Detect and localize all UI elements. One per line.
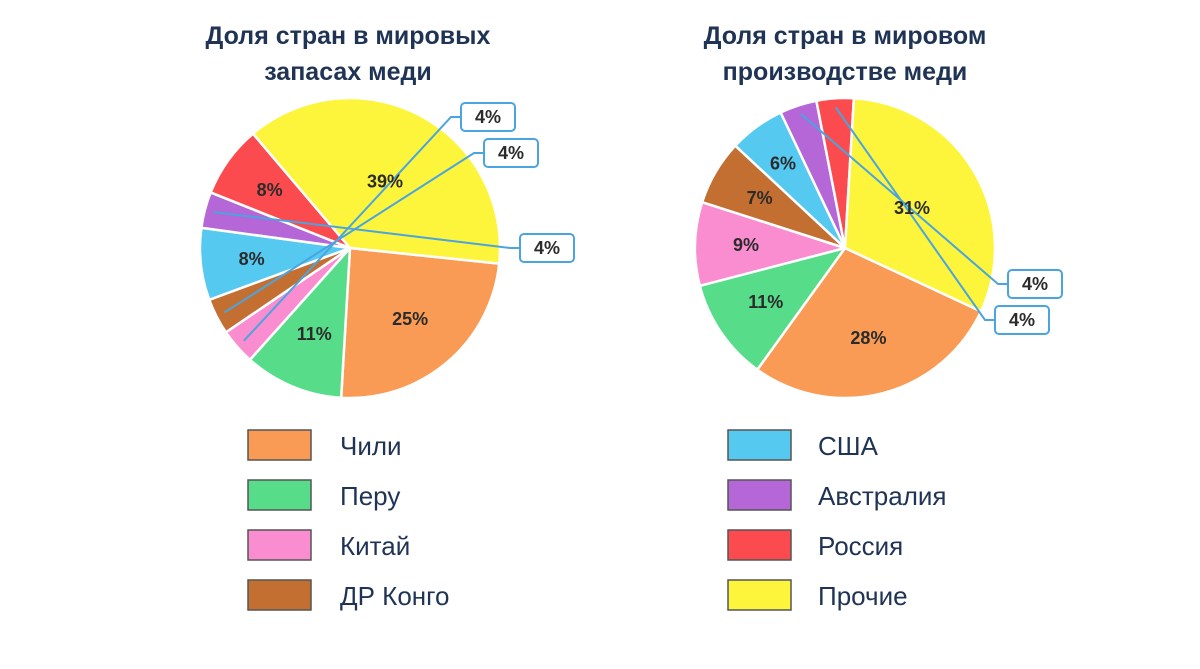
legend-swatch-china bbox=[247, 529, 312, 561]
production-label-other: 31% bbox=[894, 198, 930, 218]
production-slice-china bbox=[693, 200, 850, 288]
reserves-callout-line-australia bbox=[213, 211, 520, 249]
reserves-slice-chile bbox=[339, 246, 501, 400]
reserves-label-chile: 25% bbox=[392, 309, 428, 329]
reserves-slice-other bbox=[251, 96, 502, 266]
legend-label-chile: Чили bbox=[340, 431, 402, 461]
reserves-label-russia: 8% bbox=[257, 180, 283, 200]
production-callout-line-australia bbox=[800, 113, 1008, 285]
legend-label-other: Прочие bbox=[818, 581, 908, 611]
reserves-label-peru: 11% bbox=[297, 324, 332, 344]
production-pie-chart: Доля стран в мировом производстве меди 4… bbox=[693, 22, 1063, 400]
reserves-slice-peru bbox=[248, 244, 352, 400]
legend-swatch-chile bbox=[247, 429, 312, 461]
reserves-label-usa: 8% bbox=[239, 249, 265, 269]
production-slice-labels: 28% 11% 9% 7% 6% 31% bbox=[733, 153, 930, 348]
production-label-peru: 11% bbox=[748, 292, 783, 312]
legend-item-peru: Перу bbox=[247, 479, 400, 511]
legend-swatch-russia bbox=[727, 529, 792, 561]
legend-swatch-australia bbox=[727, 479, 792, 511]
legend-item-russia: Россия bbox=[727, 529, 903, 561]
legend-item-chile: Чили bbox=[247, 429, 402, 461]
legend-swatch-usa bbox=[727, 429, 792, 461]
reserves-callout-box-dr-congo bbox=[483, 138, 539, 168]
legend-item-other: Прочие bbox=[727, 579, 908, 611]
reserves-label-australia: 4% bbox=[534, 238, 560, 258]
production-label-usa: 6% bbox=[770, 153, 796, 173]
production-label-australia: 4% bbox=[1022, 274, 1048, 294]
legend: Чили Перу Китай ДР Конго США Австралия Р… bbox=[247, 429, 946, 611]
reserves-label-other: 39% bbox=[367, 172, 403, 192]
legend-label-dr-congo: ДР Конго bbox=[340, 581, 450, 611]
legend-swatch-dr-congo bbox=[247, 579, 312, 611]
legend-label-peru: Перу bbox=[340, 481, 400, 511]
production-slice-peru bbox=[698, 245, 849, 372]
reserves-chart-title-line-1: Доля стран в мировых bbox=[206, 22, 491, 50]
legend-label-china: Китай bbox=[340, 531, 410, 561]
production-label-chile: 28% bbox=[850, 328, 886, 348]
legend-item-china: Китай bbox=[247, 529, 410, 561]
reserves-pie-chart: Доля стран в мировых запасах меди 4%4%4%… bbox=[198, 22, 575, 400]
reserves-label-dr-congo: 4% bbox=[498, 143, 524, 163]
production-callout-box-russia bbox=[994, 305, 1050, 335]
production-callout-box-australia bbox=[1007, 269, 1063, 299]
reserves-callouts: 4% 4% 4% bbox=[213, 102, 575, 342]
reserves-callout-box-australia bbox=[519, 233, 575, 263]
legend-item-australia: Австралия bbox=[727, 479, 946, 511]
production-chart-title-line-1: Доля стран в мировом bbox=[704, 22, 987, 50]
reserves-callout-box-china bbox=[460, 102, 516, 132]
legend-item-usa: США bbox=[727, 429, 879, 461]
production-label-russia: 4% bbox=[1009, 310, 1035, 330]
reserves-label-china: 4% bbox=[475, 107, 501, 127]
legend-label-usa: США bbox=[818, 431, 879, 461]
production-label-dr-congo: 7% bbox=[747, 188, 773, 208]
legend-swatch-peru bbox=[247, 479, 312, 511]
legend-label-australia: Австралия bbox=[818, 481, 946, 511]
reserves-slice-labels: 25% 11% 8% 8% 39% bbox=[239, 172, 429, 344]
legend-label-russia: Россия bbox=[818, 531, 903, 561]
reserves-chart-title-line-2: запасах меди bbox=[264, 58, 432, 86]
legend-swatch-other bbox=[727, 579, 792, 611]
reserves-callout-line-dr-congo bbox=[224, 152, 484, 314]
production-callout-line-russia bbox=[834, 106, 995, 321]
production-chart-title-line-2: производстве меди bbox=[723, 58, 968, 86]
production-label-china: 9% bbox=[733, 235, 759, 255]
reserves-callout-line-china bbox=[243, 116, 461, 342]
legend-item-dr-congo: ДР Конго bbox=[247, 579, 450, 611]
production-callouts: 4% 4% bbox=[800, 106, 1063, 335]
